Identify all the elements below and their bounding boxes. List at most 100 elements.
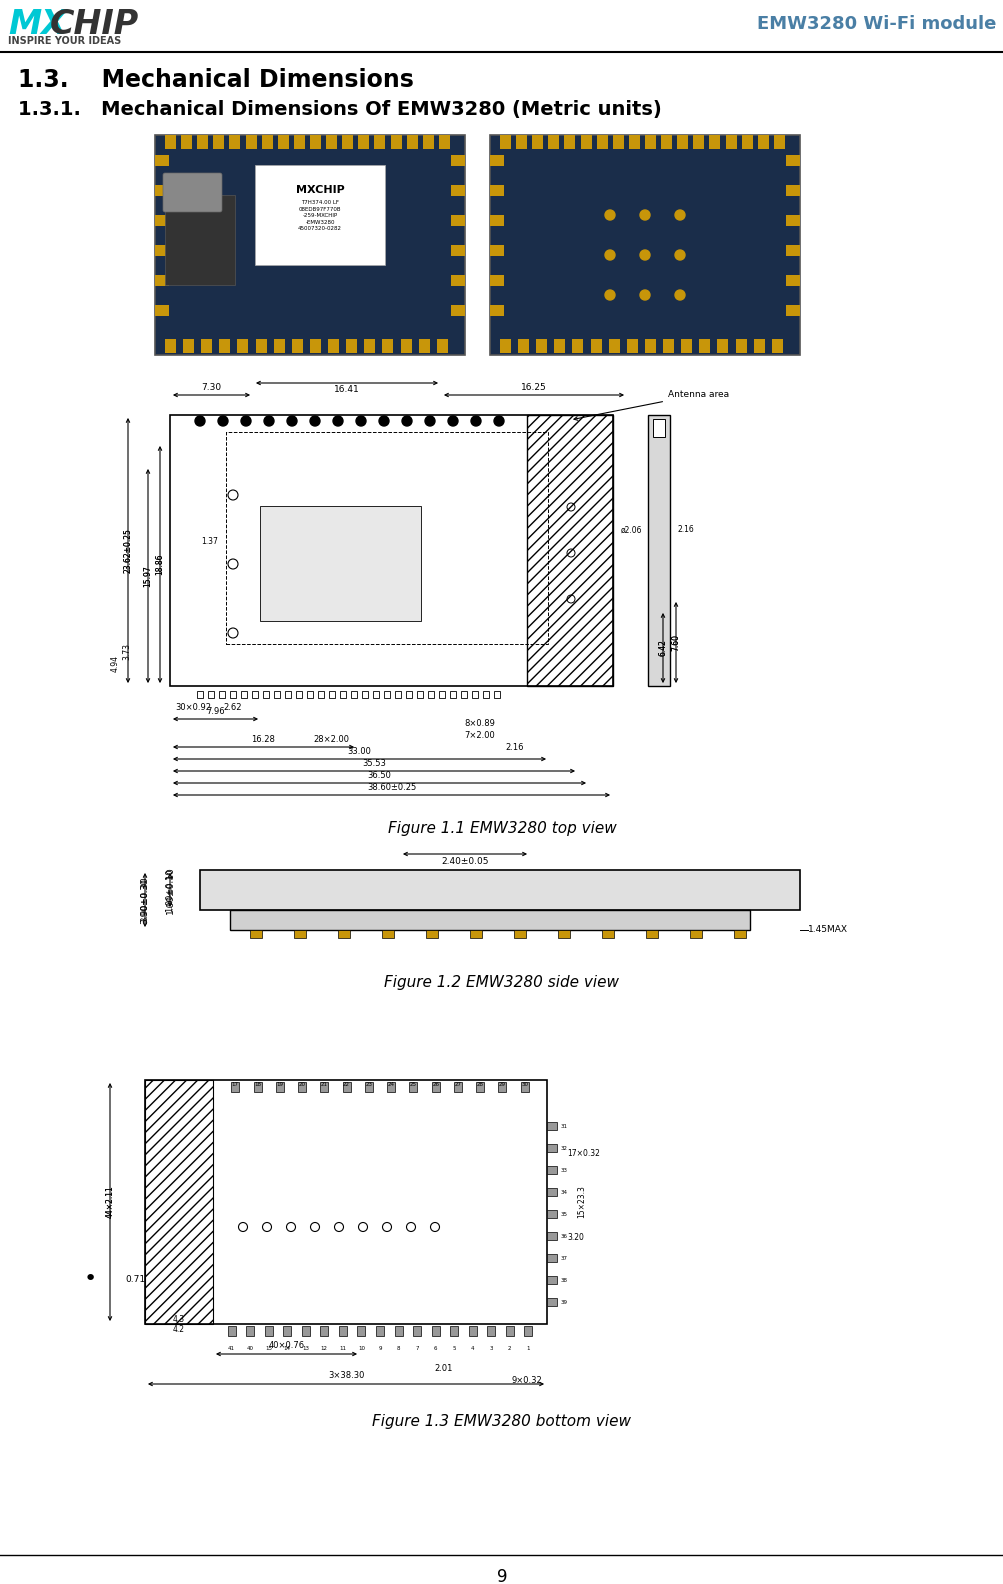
Bar [493,691,499,699]
Bar [292,339,303,353]
Bar [246,1326,254,1335]
Bar [342,1082,350,1091]
Bar [390,135,401,149]
Bar [489,185,504,196]
Bar [548,135,559,149]
Bar [771,339,782,353]
Bar [351,691,357,699]
Text: Figure 1.3 EMW3280 bottom view: Figure 1.3 EMW3280 bottom view [372,1415,631,1429]
Text: 33: 33 [561,1167,568,1172]
Bar [644,135,655,149]
Bar [516,135,527,149]
Text: 6.42: 6.42 [658,640,667,656]
Bar [296,691,302,699]
Bar [785,185,799,196]
Bar [340,691,346,699]
Text: 44×2.11: 44×2.11 [105,1186,114,1218]
Circle shape [674,290,684,299]
Bar [263,691,269,699]
Bar [228,1326,236,1335]
Bar [572,339,583,353]
Bar [773,135,784,149]
Bar [547,1188,557,1196]
Text: 3.90±0.30: 3.90±0.30 [140,878,149,922]
Text: 12: 12 [321,1346,328,1351]
Bar [547,1210,557,1218]
Bar [527,415,613,686]
Text: 13: 13 [302,1346,309,1351]
Text: MXCHIP: MXCHIP [295,185,344,195]
Bar [554,339,565,353]
Bar [689,930,701,938]
Bar [376,1326,383,1335]
Text: 30×0.92: 30×0.92 [175,703,211,711]
Bar [213,135,224,149]
Bar [246,135,257,149]
Bar [558,930,570,938]
Bar [394,1326,402,1335]
Bar [405,691,411,699]
Bar [590,339,601,353]
Text: 4: 4 [470,1346,474,1351]
Text: 15: 15 [265,1346,272,1351]
Circle shape [378,417,388,426]
Text: •: • [83,1269,96,1289]
Bar [364,1082,372,1091]
Bar [497,1082,506,1091]
Text: 2.16: 2.16 [677,526,694,534]
Bar [460,691,466,699]
Text: 11: 11 [339,1346,346,1351]
Text: 25: 25 [409,1082,416,1087]
Bar [358,135,369,149]
Bar [547,1297,557,1305]
Bar [425,930,437,938]
Text: 2.40±0.05: 2.40±0.05 [440,857,488,865]
Text: 40×0.76: 40×0.76 [268,1342,304,1351]
Circle shape [424,417,434,426]
Bar [450,246,464,257]
Text: T7H374.00 LF
08EDB97F770B
-259-MXCHIP
-EMW3280
45007320-0282: T7H374.00 LF 08EDB97F770B -259-MXCHIP -E… [298,200,342,231]
Bar [338,930,350,938]
Bar [256,339,267,353]
Bar [394,691,400,699]
Bar [564,135,575,149]
Bar [144,1080,547,1324]
Circle shape [310,417,320,426]
Text: 4.3: 4.3 [173,1315,185,1324]
Text: 34: 34 [561,1190,568,1194]
Text: 23: 23 [365,1082,372,1087]
Bar [294,930,306,938]
Bar [717,339,728,353]
Bar [283,1326,291,1335]
Bar [449,1326,457,1335]
Bar [230,691,236,699]
Bar [422,135,433,149]
Text: ø2.06: ø2.06 [621,526,642,534]
Bar [431,1082,439,1091]
Bar [265,1326,273,1335]
Bar [278,135,289,149]
Text: 6.42: 6.42 [658,640,667,656]
Bar [468,1326,476,1335]
Text: 4.2: 4.2 [173,1324,185,1334]
Text: 39: 39 [561,1299,568,1305]
Circle shape [333,417,343,426]
Bar [499,135,511,149]
Text: 24: 24 [387,1082,394,1087]
Text: 10: 10 [358,1346,364,1351]
Bar [294,135,305,149]
Text: 0.71: 0.71 [125,1275,145,1283]
Text: 1.00±0.10: 1.00±0.10 [165,868,175,912]
Text: CHIP: CHIP [50,8,139,41]
Text: 3: 3 [489,1346,492,1351]
Circle shape [605,211,615,220]
Bar [231,1082,239,1091]
Bar [381,930,393,938]
Bar [329,691,335,699]
Bar [200,870,799,909]
Circle shape [241,417,251,426]
Bar [547,1255,557,1262]
Bar [170,415,613,686]
Bar [326,135,337,149]
Text: 16.28: 16.28 [252,735,275,743]
